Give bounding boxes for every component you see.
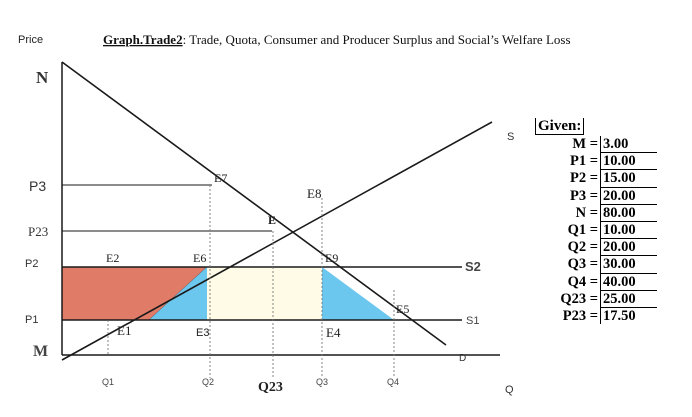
given-key: P2 = — [570, 170, 598, 187]
x-label-q1: Q1 — [102, 377, 114, 387]
given-values: M = 3.00 P1 = 10.00 P2 = 15.00 P3 = 20.00 N = 80.… — [533, 136, 657, 325]
given-row: N = 80.00 — [533, 204, 657, 222]
given-value: 3.00 — [600, 136, 657, 154]
given-key: P1 = — [570, 153, 598, 170]
given-value: 10.00 — [600, 152, 657, 171]
x-label-q: Q — [505, 384, 514, 396]
given-value: 80.00 — [600, 204, 657, 222]
diagram-title: Graph.Trade2: Trade, Quota, Consumer and… — [103, 32, 571, 47]
label-s1: S1 — [466, 315, 479, 327]
diagram-title-rest: : Trade, Quota, Consumer and Producer Su… — [183, 32, 571, 47]
y-label-p23: P23 — [28, 224, 48, 239]
given-key: Q3 = — [567, 256, 598, 273]
given-title: Given: — [535, 118, 585, 135]
label-e2: E2 — [106, 251, 119, 265]
y-label-p1: P1 — [25, 314, 38, 326]
label-d: D — [459, 353, 466, 364]
given-row: Q1 = 10.00 — [533, 221, 657, 240]
y-label-p3: P3 — [29, 178, 46, 194]
x-label-q23: Q23 — [258, 380, 283, 395]
deadweight-loss-left-region — [149, 267, 207, 320]
y-label-n: N — [36, 68, 49, 87]
quota-rent-region — [207, 267, 322, 320]
given-value: 30.00 — [600, 255, 657, 274]
label-e8: E8 — [307, 186, 321, 201]
given-row: Q4 = 40.00 — [533, 273, 657, 291]
x-label-q2: Q2 — [202, 377, 214, 387]
label-s2: S2 — [465, 259, 481, 274]
supply-curve — [61, 121, 493, 361]
label-e: E — [268, 213, 276, 227]
given-table: Given: M = 3.00 P1 = 10.00 P2 = 15.00 P3 = 20.0… — [533, 118, 657, 325]
given-row: Q23 = 25.00 — [533, 290, 657, 308]
given-row: P1 = 10.00 — [533, 152, 657, 171]
given-key: Q2 = — [567, 239, 598, 256]
given-value: 20.00 — [600, 187, 657, 205]
given-value: 17.50 — [600, 307, 657, 325]
given-key: N = — [575, 204, 598, 221]
demand-curve — [61, 61, 447, 346]
y-label-p2: P2 — [25, 258, 38, 270]
given-value: 10.00 — [600, 221, 657, 240]
label-e6: E6 — [193, 251, 206, 265]
diagram-title-prefix: Graph.Trade2 — [103, 32, 183, 47]
given-row: P3 = 20.00 — [533, 187, 657, 205]
x-label-q3: Q3 — [316, 377, 328, 387]
given-row: P23 = 17.50 — [533, 307, 657, 325]
y-label-m: M — [33, 343, 48, 360]
given-row: Q3 = 30.00 — [533, 255, 657, 274]
label-e5: E5 — [396, 302, 409, 316]
given-key: P3 = — [570, 187, 598, 204]
label-e1: E1 — [117, 323, 131, 338]
price-axis-label: Price — [18, 34, 43, 46]
given-value: 20.00 — [600, 238, 657, 257]
given-key: P23 = — [562, 307, 598, 324]
deadweight-loss-right-region — [322, 267, 394, 320]
given-row: P2 = 15.00 — [533, 169, 657, 188]
given-row: Q2 = 20.00 — [533, 238, 657, 257]
given-value: 15.00 — [600, 169, 657, 188]
label-e7: E7 — [214, 171, 227, 185]
label-s: S — [507, 131, 514, 143]
label-e3: E3 — [196, 327, 209, 339]
given-value: 40.00 — [600, 273, 657, 291]
given-key: Q4 = — [567, 273, 598, 290]
given-value: 25.00 — [600, 290, 657, 308]
label-e4: E4 — [326, 325, 341, 340]
x-label-q4: Q4 — [387, 377, 399, 387]
given-row: M = 3.00 — [533, 136, 657, 154]
given-key: Q1 = — [567, 222, 598, 239]
given-key: Q23 = — [560, 290, 598, 307]
given-key: M = — [572, 136, 598, 153]
label-e9: E9 — [325, 251, 338, 265]
given-title-box: Given: — [533, 118, 657, 135]
